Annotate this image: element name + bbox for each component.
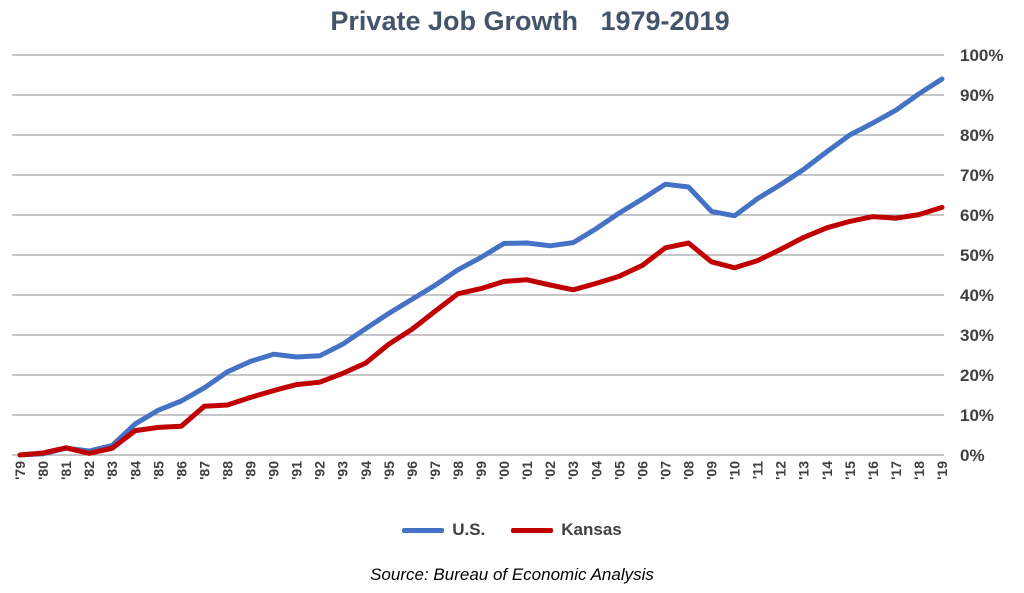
x-tick-label: '07: [657, 461, 673, 480]
source-note: Source: Bureau of Economic Analysis: [370, 565, 654, 584]
series-line-kansas: [17, 204, 945, 458]
legend-item-kansas: Kansas: [511, 520, 622, 540]
x-tick-label: '88: [219, 461, 235, 480]
x-tick-label: '90: [266, 461, 282, 480]
x-tick-label: '00: [496, 461, 512, 480]
x-tick-label: '02: [542, 461, 558, 480]
y-tick-label: 10%: [960, 406, 994, 425]
y-tick-label: 30%: [960, 326, 994, 345]
x-tick-label: '96: [404, 461, 420, 480]
legend-swatch-kansas: [511, 527, 554, 533]
x-tick-label: '09: [704, 461, 720, 480]
x-tick-label: '79: [12, 461, 28, 480]
x-tick-label: '16: [865, 461, 881, 480]
x-tick-label: '01: [519, 461, 535, 480]
x-tick-label: '15: [842, 461, 858, 480]
x-tick-label: '05: [611, 461, 627, 480]
x-tick-label: '91: [289, 461, 305, 480]
x-tick-label: '82: [81, 461, 97, 480]
legend: U.S. Kansas: [0, 520, 1024, 540]
chart-title: Private Job Growth 1979-2019: [330, 6, 730, 36]
x-tick-label: '18: [911, 461, 927, 480]
x-tick-label: '95: [381, 461, 397, 480]
y-axis-ticks: 0% 10% 20% 30% 40% 50% 60% 70% 80% 90% 100%: [960, 46, 1003, 465]
y-tick-label: 0%: [960, 446, 985, 465]
x-tick-label: '99: [473, 461, 489, 480]
legend-label-us: U.S.: [452, 520, 486, 539]
x-tick-label: '10: [727, 461, 743, 480]
x-tick-label: '89: [243, 461, 259, 480]
x-tick-label: '19: [934, 461, 950, 480]
x-tick-label: '13: [796, 461, 812, 480]
x-tick-label: '17: [888, 461, 904, 480]
x-tick-label: '85: [150, 461, 166, 480]
x-tick-label: '86: [173, 461, 189, 480]
x-tick-label: '87: [196, 461, 212, 480]
y-tick-label: 90%: [960, 86, 994, 105]
x-tick-label: '11: [750, 461, 766, 479]
x-tick-label: '94: [358, 461, 374, 480]
y-tick-label: 60%: [960, 206, 994, 225]
y-tick-label: 70%: [960, 166, 994, 185]
y-tick-label: 40%: [960, 286, 994, 305]
gridlines: [12, 54, 944, 456]
y-tick-label: 100%: [960, 46, 1003, 65]
x-tick-label: '04: [588, 461, 604, 480]
legend-label-kansas: Kansas: [561, 520, 622, 539]
x-tick-label: '08: [680, 461, 696, 480]
x-tick-label: '98: [450, 461, 466, 480]
x-tick-label: '80: [35, 461, 51, 480]
series-lines: [17, 76, 945, 458]
x-tick-label: '84: [127, 461, 143, 480]
legend-swatch-us: [402, 527, 445, 533]
y-tick-label: 80%: [960, 126, 994, 145]
x-tick-label: '03: [565, 461, 581, 480]
x-axis-ticks: '79 '80 '81 '82 '83 '84 '85 '86 '87 '88 '89 '90 '91 '…: [12, 461, 950, 480]
y-tick-label: 50%: [960, 246, 994, 265]
y-tick-label: 20%: [960, 366, 994, 385]
x-tick-label: '12: [773, 461, 789, 480]
x-tick-label: '93: [335, 461, 351, 480]
x-tick-label: '97: [427, 461, 443, 480]
x-tick-label: '92: [312, 461, 328, 480]
series-line-us: [17, 76, 945, 458]
x-tick-label: '14: [819, 461, 835, 480]
legend-item-us: U.S.: [402, 520, 485, 540]
x-tick-label: '06: [634, 461, 650, 480]
x-tick-label: '81: [58, 461, 74, 480]
x-tick-label: '83: [104, 461, 120, 480]
